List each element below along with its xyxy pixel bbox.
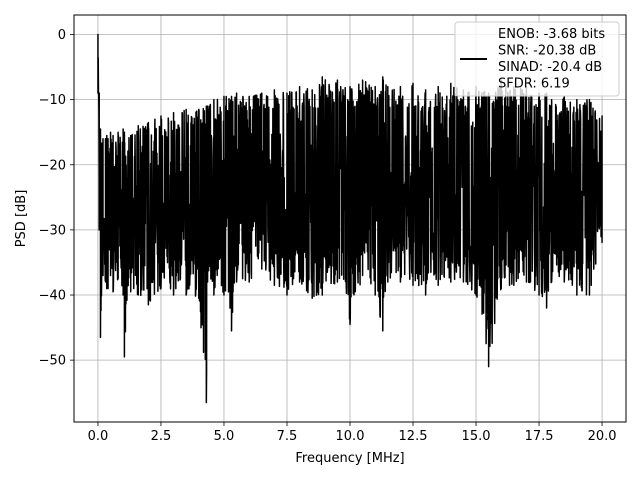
psd-trace-line — [97, 33, 603, 404]
x-tick-label: 7.5 — [277, 429, 298, 444]
legend-box — [454, 21, 620, 97]
legend-entry: ENOB: -3.68 bits — [498, 27, 605, 42]
y-axis-label: PSD [dB] — [14, 190, 29, 248]
y-tick-label: −10 — [39, 93, 66, 108]
x-axis-ticks: 0.0 2.5 5.0 7.5 10.0 12.5 15.0 17.5 20.0 — [88, 422, 617, 444]
legend-entry: SNR: -20.38 dB — [498, 44, 596, 59]
y-tick-label: 0 — [58, 28, 66, 43]
x-tick-label: 20.0 — [588, 429, 617, 444]
x-tick-label: 2.5 — [151, 429, 172, 444]
y-tick-label: −40 — [39, 289, 66, 304]
y-axis-ticks: 0 −10 −20 −30 −40 −50 — [39, 28, 74, 369]
x-tick-label: 12.5 — [399, 429, 428, 444]
x-tick-label: 0.0 — [88, 429, 109, 444]
legend-entry: SINAD: -20.4 dB — [498, 60, 602, 75]
x-tick-label: 10.0 — [336, 429, 365, 444]
x-tick-label: 17.5 — [525, 429, 554, 444]
legend-entry: SFDR: 6.19 — [498, 77, 570, 92]
y-tick-label: −50 — [39, 354, 66, 369]
y-tick-label: −30 — [39, 223, 66, 238]
x-tick-label: 15.0 — [462, 429, 491, 444]
x-axis-label: Frequency [MHz] — [295, 451, 404, 466]
psd-series — [97, 33, 603, 404]
x-tick-label: 5.0 — [214, 429, 235, 444]
y-tick-label: −20 — [39, 158, 66, 173]
